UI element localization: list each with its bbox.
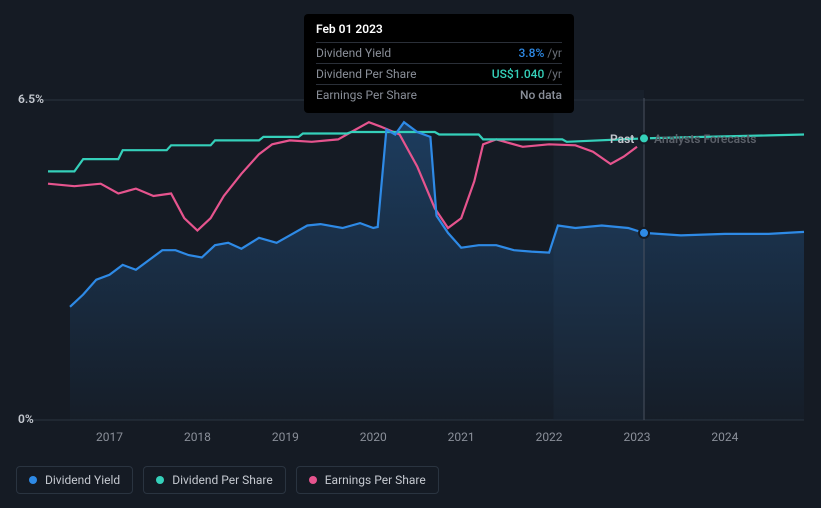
x-axis-label: 2024: [711, 430, 738, 444]
chart-legend: Dividend Yield Dividend Per Share Earnings…: [16, 466, 439, 494]
tooltip-row-label: Dividend Yield: [316, 46, 391, 60]
tooltip-row: Dividend Yield 3.8%/yr: [316, 42, 562, 63]
legend-label: Dividend Per Share: [172, 473, 273, 487]
tooltip-row-label: Earnings Per Share: [316, 88, 417, 102]
tooltip-row: Earnings Per Share No data: [316, 84, 562, 105]
x-axis-label: 2019: [272, 430, 299, 444]
y-axis-label: 0%: [18, 412, 34, 426]
x-axis-label: 2018: [184, 430, 211, 444]
tooltip-row-value: 3.8%/yr: [518, 46, 562, 60]
x-axis-label: 2020: [360, 430, 387, 444]
tooltip-row-value: No data: [520, 88, 562, 102]
dividend-yield-area: [70, 122, 804, 420]
x-axis-label: 2021: [448, 430, 475, 444]
forecast-label: Analysts Forecasts: [654, 132, 756, 146]
legend-dot-icon: [156, 476, 164, 484]
x-axis-label: 2017: [96, 430, 123, 444]
dividend-chart: Feb 01 2023 Dividend Yield3.8%/yrDividen…: [0, 0, 821, 508]
chart-tooltip: Feb 01 2023 Dividend Yield3.8%/yrDividen…: [304, 14, 574, 113]
x-axis-label: 2022: [536, 430, 563, 444]
tooltip-row-label: Dividend Per Share: [316, 67, 417, 81]
series-marker: [639, 228, 649, 238]
legend-item-earnings-per-share[interactable]: Earnings Per Share: [296, 466, 439, 494]
legend-dot-icon: [309, 476, 317, 484]
past-label: Past: [610, 132, 634, 146]
tooltip-row-value: US$1.040/yr: [492, 67, 562, 81]
legend-item-dividend-per-share[interactable]: Dividend Per Share: [143, 466, 286, 494]
tooltip-date: Feb 01 2023: [316, 22, 562, 36]
legend-dot-icon: [29, 476, 37, 484]
tooltip-row: Dividend Per Share US$1.040/yr: [316, 63, 562, 84]
legend-label: Earnings Per Share: [325, 473, 426, 487]
y-axis-label: 6.5%: [18, 92, 44, 106]
series-marker: [639, 133, 649, 143]
x-axis-label: 2023: [623, 430, 650, 444]
legend-label: Dividend Yield: [45, 473, 120, 487]
legend-item-dividend-yield[interactable]: Dividend Yield: [16, 466, 133, 494]
